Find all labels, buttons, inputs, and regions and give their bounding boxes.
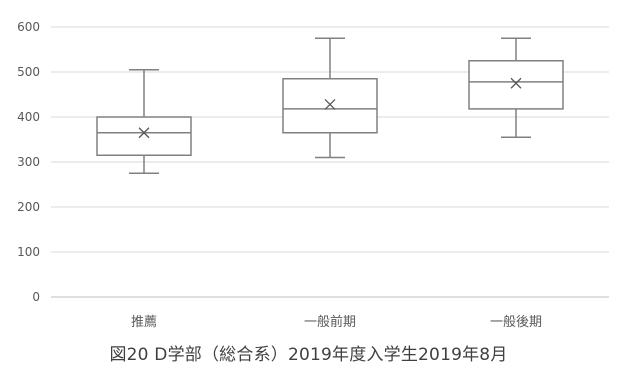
mean-marker (510, 77, 522, 89)
y-tick-label: 300 (17, 155, 40, 169)
mean-marker (324, 98, 336, 110)
iqr-box (282, 78, 378, 134)
y-tick-label: 500 (17, 65, 40, 79)
x-category-label: 一般後期 (490, 314, 542, 330)
y-tick-label: 200 (17, 200, 40, 214)
iqr-box (468, 60, 564, 110)
x-category-label: 一般前期 (304, 314, 356, 330)
y-tick-label: 600 (17, 20, 40, 34)
y-tick-label: 400 (17, 110, 40, 124)
x-category-label: 推薦 (131, 315, 157, 330)
mean-marker (138, 127, 150, 139)
y-tick-label: 100 (17, 245, 40, 259)
iqr-box (96, 116, 192, 156)
chart-caption: 図20 D学部（総合系）2019年度入学生2019年8月 (109, 345, 508, 365)
y-tick-label: 0 (32, 290, 40, 304)
